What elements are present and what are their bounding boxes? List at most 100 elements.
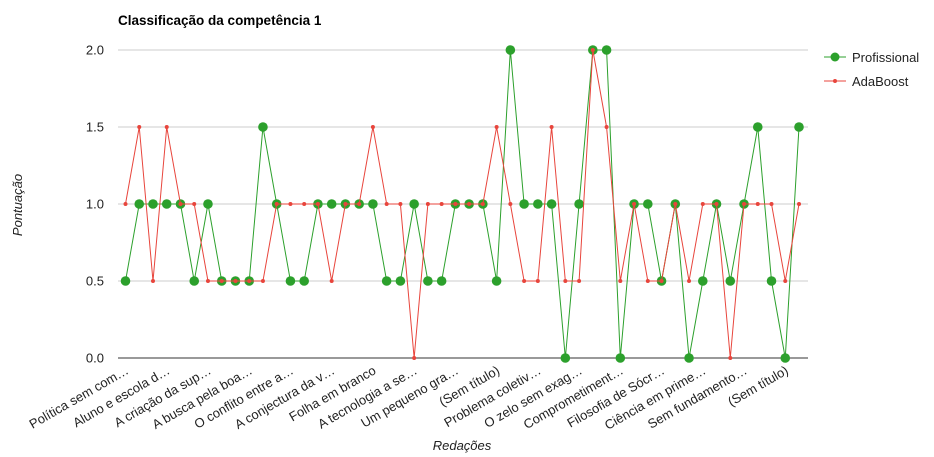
y-axis-title: Pontuação	[10, 174, 25, 236]
data-point-adaboost	[123, 202, 128, 206]
data-point-adaboost	[412, 356, 417, 360]
data-point-adaboost	[590, 48, 595, 52]
data-point-adaboost	[219, 279, 224, 283]
data-point-adaboost	[742, 202, 747, 206]
x-axis-ticks: Política sem com…Aluno e escola d…A cria…	[27, 363, 791, 433]
data-point-adaboost	[755, 202, 760, 206]
data-point-adaboost	[164, 125, 169, 129]
y-tick-label: 1.0	[86, 197, 104, 212]
data-point-adaboost	[645, 279, 650, 283]
data-point-profissional	[766, 276, 777, 286]
series-line-adaboost	[125, 49, 800, 359]
data-point-adaboost	[480, 202, 485, 206]
data-point-adaboost	[384, 202, 389, 206]
data-point-adaboost	[673, 202, 678, 206]
chart-title: Classificação da competência 1	[118, 13, 322, 28]
data-point-adaboost	[728, 356, 733, 360]
data-point-adaboost	[398, 202, 403, 206]
data-point-profissional	[615, 353, 626, 363]
data-point-adaboost	[467, 202, 472, 206]
data-point-profissional	[148, 199, 158, 209]
data-point-adaboost	[260, 279, 265, 283]
data-point-profissional	[574, 199, 584, 209]
data-point-profissional	[381, 276, 392, 286]
data-point-profissional	[491, 276, 502, 286]
data-point-adaboost	[687, 279, 692, 283]
data-point-profissional	[684, 353, 694, 363]
y-tick-label: 0.5	[86, 274, 104, 289]
data-point-adaboost	[522, 279, 527, 283]
data-point-adaboost	[783, 279, 788, 283]
data-point-adaboost	[563, 279, 568, 283]
legend-marker-adaboost	[833, 79, 837, 83]
data-point-adaboost	[137, 125, 142, 129]
data-point-profissional	[697, 276, 708, 286]
data-point-profissional	[189, 276, 200, 286]
data-point-adaboost	[192, 202, 197, 206]
data-point-adaboost	[604, 125, 609, 129]
data-point-profissional	[436, 276, 447, 286]
data-point-profissional	[203, 199, 213, 209]
data-point-adaboost	[439, 202, 444, 206]
data-point-profissional	[725, 276, 736, 286]
data-point-profissional	[794, 122, 804, 132]
data-point-profissional	[120, 276, 131, 286]
data-point-adaboost	[494, 125, 499, 129]
data-point-adaboost	[302, 202, 307, 206]
data-point-profissional	[546, 199, 557, 209]
y-tick-label: 1.5	[86, 120, 104, 135]
data-point-profissional	[505, 45, 516, 55]
data-point-profissional	[395, 276, 406, 286]
legend: Profissional AdaBoost	[824, 50, 919, 89]
series-layer	[120, 45, 804, 363]
legend-item-profissional: Profissional	[824, 50, 919, 65]
data-point-profissional	[161, 199, 172, 209]
data-point-adaboost	[178, 202, 183, 206]
data-point-profissional	[258, 122, 268, 132]
data-point-profissional	[560, 353, 571, 363]
data-point-adaboost	[150, 279, 155, 283]
y-tick-label: 2.0	[86, 43, 104, 58]
data-point-profissional	[780, 353, 791, 363]
data-point-adaboost	[357, 202, 362, 206]
data-point-adaboost	[288, 202, 293, 206]
legend-label-profissional: Profissional	[852, 50, 919, 65]
data-point-adaboost	[659, 279, 664, 283]
data-point-adaboost	[315, 202, 320, 206]
data-point-profissional	[326, 199, 337, 209]
data-point-adaboost	[577, 279, 582, 283]
data-point-adaboost	[247, 279, 252, 283]
data-point-adaboost	[632, 202, 637, 206]
data-point-adaboost	[535, 279, 540, 283]
data-point-profissional	[368, 199, 378, 209]
data-point-profissional	[601, 45, 612, 55]
data-point-profissional	[285, 276, 296, 286]
data-point-profissional	[134, 199, 145, 209]
data-point-profissional	[423, 276, 433, 286]
data-point-adaboost	[618, 279, 623, 283]
legend-item-adaboost: AdaBoost	[824, 74, 909, 89]
legend-label-adaboost: AdaBoost	[852, 74, 909, 89]
data-point-profissional	[409, 199, 419, 209]
data-point-adaboost	[508, 202, 513, 206]
data-point-adaboost	[233, 279, 238, 283]
data-point-adaboost	[714, 202, 719, 206]
legend-marker-profissional	[830, 52, 840, 62]
data-point-profissional	[643, 199, 653, 209]
data-point-adaboost	[425, 202, 430, 206]
data-point-adaboost	[370, 125, 375, 129]
data-point-adaboost	[205, 279, 210, 283]
data-point-profissional	[752, 122, 763, 132]
data-point-adaboost	[549, 125, 554, 129]
data-point-adaboost	[274, 202, 279, 206]
data-point-adaboost	[329, 279, 334, 283]
data-point-adaboost	[769, 202, 774, 206]
data-point-adaboost	[797, 202, 801, 206]
data-point-adaboost	[700, 202, 705, 206]
y-axis-ticks: 0.0 0.5 1.0 1.5 2.0	[86, 43, 104, 366]
data-point-profissional	[519, 199, 529, 209]
data-point-profissional	[533, 199, 543, 209]
data-point-profissional	[299, 276, 309, 286]
data-point-adaboost	[453, 202, 458, 206]
